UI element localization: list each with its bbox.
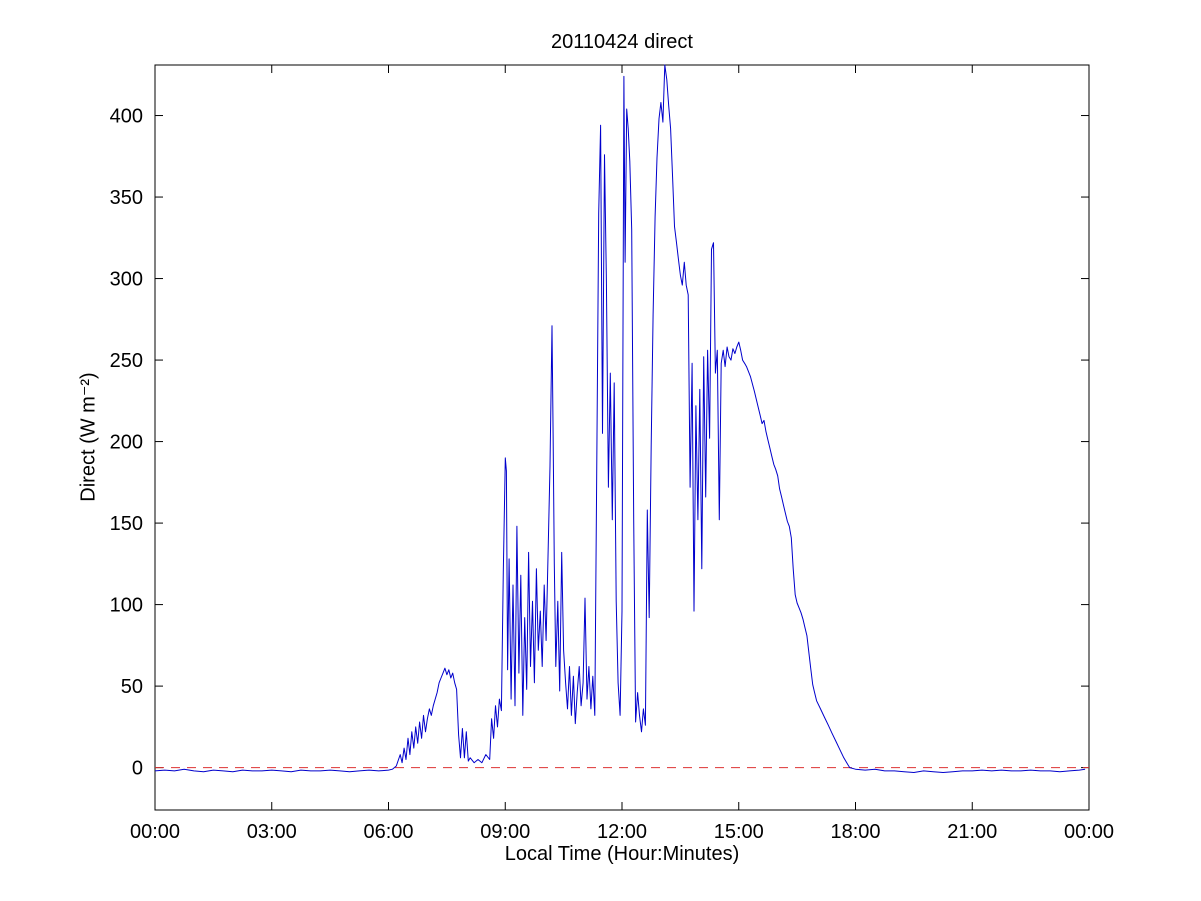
x-tick-label: 06:00 (363, 821, 413, 843)
y-tick-label: 300 (110, 269, 143, 291)
x-tick-label: 09:00 (480, 821, 530, 843)
y-tick-label: 350 (110, 187, 143, 209)
x-tick-label: 12:00 (597, 821, 647, 843)
x-tick-label: 15:00 (714, 821, 764, 843)
x-tick-label: 00:00 (1064, 821, 1114, 843)
series-line-direct-irradiance (154, 64, 1086, 773)
y-axis-label: Direct (W m⁻²) (77, 372, 100, 502)
y-tick-label: 250 (110, 350, 143, 372)
x-tick-label: 03:00 (247, 821, 297, 843)
y-tick-label: 200 (110, 432, 143, 454)
y-tick-label: 50 (121, 676, 143, 698)
x-axis-label: Local Time (Hour:Minutes) (504, 843, 740, 865)
chart-title: 20110424 direct (551, 31, 693, 53)
y-tick-label: 400 (110, 106, 143, 128)
x-tick-label: 00:00 (130, 821, 180, 843)
y-tick-label: 0 (132, 758, 143, 780)
x-tick-label: 21:00 (947, 821, 997, 843)
x-tick-label: 18:00 (830, 821, 880, 843)
y-tick-label: 100 (110, 595, 143, 617)
axes-box (154, 64, 1090, 811)
y-tick-label: 150 (110, 513, 143, 535)
